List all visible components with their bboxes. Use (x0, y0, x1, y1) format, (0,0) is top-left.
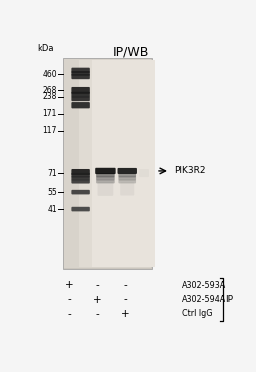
Text: 55: 55 (47, 187, 57, 197)
FancyBboxPatch shape (118, 168, 137, 174)
FancyBboxPatch shape (98, 182, 113, 196)
FancyBboxPatch shape (71, 71, 90, 76)
FancyBboxPatch shape (71, 87, 90, 94)
Text: -: - (123, 280, 127, 290)
Text: +: + (93, 295, 102, 305)
Text: PIK3R2: PIK3R2 (174, 166, 205, 176)
FancyBboxPatch shape (71, 207, 90, 211)
Text: Ctrl IgG: Ctrl IgG (182, 310, 212, 318)
FancyBboxPatch shape (71, 74, 90, 79)
FancyBboxPatch shape (71, 173, 90, 177)
FancyBboxPatch shape (96, 180, 115, 183)
FancyBboxPatch shape (96, 176, 115, 180)
Text: IP: IP (226, 295, 233, 304)
FancyBboxPatch shape (71, 180, 90, 183)
Bar (63, 58, 152, 269)
Text: -: - (95, 309, 99, 319)
FancyBboxPatch shape (119, 176, 136, 180)
Text: +: + (121, 309, 130, 319)
Bar (64, 59, 151, 268)
Text: IP/WB: IP/WB (113, 45, 150, 58)
FancyBboxPatch shape (71, 102, 90, 108)
FancyBboxPatch shape (71, 190, 90, 195)
Text: -: - (68, 295, 72, 305)
Text: 238: 238 (42, 92, 57, 101)
Text: -: - (123, 295, 127, 305)
FancyBboxPatch shape (71, 176, 90, 180)
Text: 41: 41 (47, 205, 57, 214)
Bar (92, 60, 155, 267)
FancyBboxPatch shape (71, 92, 90, 97)
Text: kDa: kDa (37, 44, 54, 53)
FancyBboxPatch shape (71, 68, 90, 73)
Text: +: + (65, 280, 74, 290)
FancyBboxPatch shape (71, 97, 90, 101)
Text: 460: 460 (42, 70, 57, 79)
FancyBboxPatch shape (139, 169, 149, 177)
FancyBboxPatch shape (119, 180, 136, 183)
Text: A302-593A: A302-593A (182, 281, 226, 290)
FancyBboxPatch shape (95, 168, 116, 174)
FancyBboxPatch shape (120, 182, 134, 196)
FancyBboxPatch shape (96, 173, 115, 177)
Text: A302-594A: A302-594A (182, 295, 226, 304)
Bar (79, 60, 144, 267)
FancyBboxPatch shape (71, 169, 90, 175)
Text: -: - (68, 309, 72, 319)
Text: 71: 71 (47, 169, 57, 177)
Text: 171: 171 (42, 109, 57, 118)
Text: 268: 268 (42, 86, 57, 95)
FancyBboxPatch shape (119, 173, 136, 177)
Text: 117: 117 (42, 126, 57, 135)
Text: -: - (95, 280, 99, 290)
